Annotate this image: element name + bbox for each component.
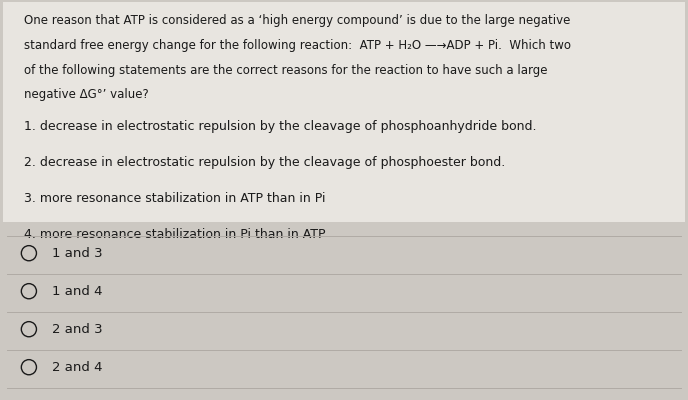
FancyBboxPatch shape <box>3 2 685 222</box>
Text: 1 and 4: 1 and 4 <box>52 285 102 298</box>
Text: 3. more resonance stabilization in ATP than in Pi: 3. more resonance stabilization in ATP t… <box>24 192 325 205</box>
Text: One reason that ATP is considered as a ‘high energy compound’ is due to the larg: One reason that ATP is considered as a ‘… <box>24 14 570 27</box>
Text: 1. decrease in electrostatic repulsion by the cleavage of phosphoanhydride bond.: 1. decrease in electrostatic repulsion b… <box>24 120 537 133</box>
Text: negative ΔG°’ value?: negative ΔG°’ value? <box>24 88 149 102</box>
Text: of the following statements are the correct reasons for the reaction to have suc: of the following statements are the corr… <box>24 64 548 77</box>
Text: 2. decrease in electrostatic repulsion by the cleavage of phosphoester bond.: 2. decrease in electrostatic repulsion b… <box>24 156 505 169</box>
Text: 2 and 3: 2 and 3 <box>52 323 103 336</box>
Text: 1 and 3: 1 and 3 <box>52 247 103 260</box>
Text: 4. more resonance stabilization in Pi than in ATP: 4. more resonance stabilization in Pi th… <box>24 228 325 241</box>
Text: 2 and 4: 2 and 4 <box>52 361 102 374</box>
Text: standard free energy change for the following reaction:  ATP + H₂O —→ADP + Pi.  : standard free energy change for the foll… <box>24 39 571 52</box>
